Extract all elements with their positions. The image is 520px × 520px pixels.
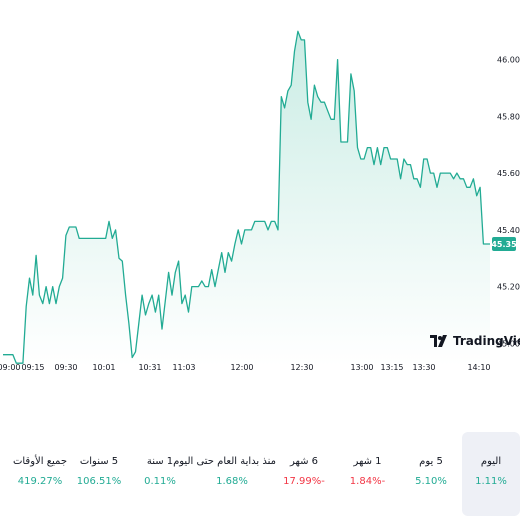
period-label: 6 شهر: [289, 456, 319, 467]
period-label: جميع الأوقات: [12, 456, 68, 467]
period-change-value: 1.11%: [475, 476, 507, 487]
period-tab[interactable]: 5 يوم 5.10%: [405, 432, 457, 516]
y-tick-label: 45.00: [497, 339, 520, 348]
period-tab[interactable]: 6 شهر 17.99%-: [275, 432, 333, 516]
x-tick-label: 09:00: [0, 363, 21, 372]
period-change-value: 0.11%: [144, 476, 176, 487]
period-label: منذ بداية العام حتى اليوم: [173, 456, 276, 467]
period-change-value: 17.99%-: [283, 476, 325, 487]
y-tick-label: 45.80: [497, 112, 520, 121]
period-label: 1 شهر: [353, 456, 382, 467]
x-tick-label: 09:30: [54, 363, 77, 372]
x-tick-label: 12:30: [290, 363, 313, 372]
period-label: 1 سنة: [146, 456, 174, 467]
tradingview-logo-icon: [430, 335, 447, 347]
x-tick-label: 13:30: [412, 363, 435, 372]
period-tab[interactable]: جميع الأوقات 419.27%: [5, 432, 75, 516]
period-change-value: 1.84%-: [349, 476, 386, 487]
period-label: 5 سنوات: [79, 456, 119, 467]
x-tick-label: 11:03: [172, 363, 195, 372]
period-label: 5 يوم: [419, 456, 443, 467]
period-performance-bar: اليوم 1.11% 5 يوم 5.10% 1 شهر 1.84%- 6 شهر 17.9…: [0, 432, 520, 520]
x-tick-label: 13:15: [380, 363, 403, 372]
x-tick-label: 13:00: [350, 363, 373, 372]
x-tick-label: 12:00: [230, 363, 253, 372]
period-tab[interactable]: 1 سنة 0.11%: [135, 432, 185, 516]
period-change-value: 1.68%: [216, 476, 248, 487]
y-tick-label: 45.40: [497, 226, 520, 235]
period-tab[interactable]: 1 شهر 1.84%-: [340, 432, 395, 516]
period-change-value: 419.27%: [17, 476, 63, 487]
y-tick-label: 45.60: [497, 169, 520, 178]
tradingview-watermark: TradingView: [430, 334, 520, 348]
x-tick-label: 10:31: [138, 363, 161, 372]
last-price-label: 45.35: [491, 240, 517, 249]
price-series-line: [3, 30, 490, 364]
period-label: اليوم: [480, 456, 502, 467]
price-chart[interactable]: 46.00 45.80 45.60 45.40 45.20 45.00 09:00 09:1…: [0, 0, 520, 380]
y-tick-label: 46.00: [497, 56, 520, 65]
period-tab[interactable]: اليوم 1.11%: [462, 432, 520, 516]
period-change-value: 5.10%: [415, 476, 447, 487]
price-area-fill: [3, 31, 490, 367]
x-tick-label: 14:10: [467, 363, 490, 372]
period-tab[interactable]: منذ بداية العام حتى اليوم 1.68%: [173, 432, 276, 516]
last-price-badge: [492, 237, 516, 251]
x-tick-label: 10:01: [92, 363, 115, 372]
y-tick-label: 45.20: [497, 283, 520, 292]
period-tab[interactable]: 5 سنوات 106.51%: [70, 432, 128, 516]
period-change-value: 106.51%: [76, 476, 122, 487]
x-tick-label: 09:15: [21, 363, 44, 372]
watermark-brand: TradingView: [453, 334, 520, 348]
